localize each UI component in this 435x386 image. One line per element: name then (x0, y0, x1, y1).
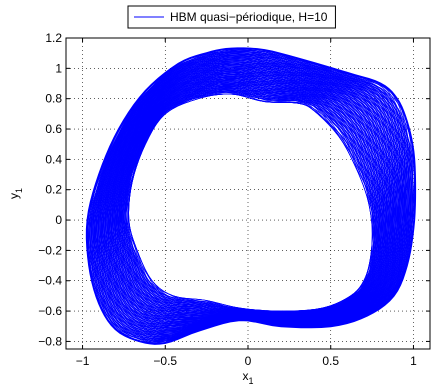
y-tick-label: 0.4 (45, 152, 62, 166)
trajectory-loop (99, 66, 398, 327)
trajectory-loop (103, 71, 393, 322)
x-axis-label-main: x (242, 369, 248, 383)
trajectory-loop (128, 92, 375, 312)
trajectory-loop (117, 86, 379, 316)
trajectory-loop (92, 59, 406, 335)
y-tick-label: −0.4 (38, 274, 62, 288)
y-tick-label: −0.8 (38, 334, 62, 348)
trajectory-outer-envelope (85, 47, 417, 345)
y-axis-label-subscript: 1 (14, 188, 24, 193)
x-tick-label: −1 (76, 354, 90, 368)
trajectory-loop (106, 74, 392, 322)
series-group (85, 47, 417, 345)
trajectory-loop (106, 73, 391, 320)
legend: HBM quasi−périodique, H=10 (127, 5, 336, 29)
trajectory-loop (115, 84, 382, 316)
y-tick-label: 1.2 (45, 31, 62, 45)
x-tick-label: 0 (245, 354, 252, 368)
trajectory-loop (101, 69, 396, 325)
trajectory-loop (119, 89, 377, 315)
legend-entry-label: HBM quasi−périodique, H=10 (170, 10, 328, 24)
trajectory-loop (108, 76, 389, 319)
trajectory-loop (94, 61, 403, 332)
trajectory-loop (99, 66, 399, 328)
trajectory-loop (96, 63, 401, 329)
trajectory-loop (127, 87, 379, 312)
trajectory-loop (125, 87, 379, 313)
y-tick-label: 0.8 (45, 92, 62, 106)
trajectory-loop (89, 56, 408, 336)
y-tick-label: −0.2 (38, 243, 62, 257)
trajectory-loop (110, 79, 386, 318)
trajectory-loop (115, 83, 382, 316)
x-axis-label-subscript: 1 (248, 376, 253, 386)
trajectory-loop (90, 56, 410, 338)
y-axis-label-main: y (7, 193, 21, 199)
trajectory-loop (124, 93, 373, 313)
y-tick-label: 0.6 (45, 122, 62, 136)
trajectory-loop (125, 91, 374, 312)
x-axis-label: x1 (242, 369, 253, 386)
x-tick-label: 0.5 (322, 354, 339, 368)
trajectory-loop (122, 91, 375, 314)
trajectory-loop (112, 81, 384, 317)
trajectory-loop (98, 63, 402, 331)
y-tick-label: 0.2 (45, 183, 62, 197)
y-axis-label: y1 (7, 188, 24, 199)
legend-box (127, 5, 336, 29)
trajectory-loop (113, 81, 385, 317)
ticks: −1 −0.5 0 0.5 1 −0.8 −0.6 −0.4 −0.2 0 0.2 0.4 0.6 0.8… (38, 31, 430, 368)
x-tick-label: −0.5 (153, 354, 177, 368)
x-tick-label: 1 (410, 354, 417, 368)
y-tick-label: 1 (55, 61, 62, 75)
trajectory-loop (124, 93, 373, 313)
y-tick-label: 0 (55, 213, 62, 227)
y-tick-label: −0.6 (38, 304, 62, 318)
trajectory-loop (128, 93, 373, 312)
axis-labels: x1 y1 (7, 188, 254, 386)
